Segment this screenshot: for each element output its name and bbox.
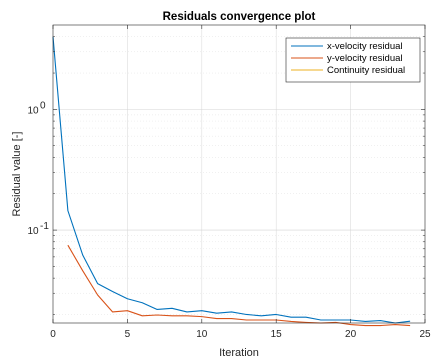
x-tick-label: 15 [271,329,283,340]
x-tick-label: 20 [345,329,357,340]
x-tick-label: 25 [419,329,431,340]
x-tick-label: 10 [196,329,208,340]
legend-entry-1: x-velocity residual [327,41,403,52]
y-tick-label: 10 [27,105,39,116]
y-tick-exponent: 0 [40,100,46,111]
grid [53,25,425,323]
axes-frame [52,24,426,324]
y-tick-exponent: -1 [40,221,49,232]
y-tick-label: 10 [27,226,39,237]
chart-title: Residuals convergence plot [163,11,316,23]
x-axis-label: Iteration [219,347,259,359]
x-tick-label: 5 [125,329,131,340]
legend-entry-3: Continuity residual [327,65,405,76]
legend-box [285,37,421,83]
x-tick-label: 0 [50,329,56,340]
legend-entry-2: y-velocity residual [327,53,403,64]
series-line-2 [67,244,411,327]
y-axis-label: Residual value [-] [11,132,23,217]
